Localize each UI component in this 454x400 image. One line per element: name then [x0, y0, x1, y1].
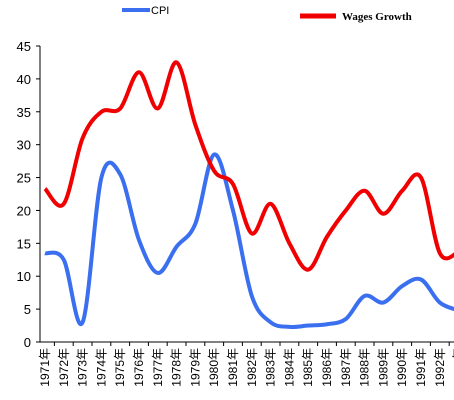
x-tick-label: 1983年: [264, 348, 278, 387]
x-tick-label: 1975年: [113, 348, 127, 387]
y-tick-label: 35: [17, 105, 31, 120]
y-tick-label: 20: [17, 203, 31, 218]
x-tick-label: 1986年: [320, 348, 334, 387]
legend-label: CPI: [151, 5, 169, 17]
y-tick-label: 0: [24, 335, 31, 350]
x-tick-label: 1981年: [226, 348, 240, 387]
x-tick-label: 1985年: [301, 348, 315, 387]
x-tick-label: 1973年: [76, 348, 90, 387]
y-tick-label: 25: [17, 171, 31, 186]
x-tick-label: 1979年: [188, 348, 202, 387]
x-tick-label: 1974年: [94, 348, 108, 387]
y-tick-label: 45: [17, 39, 31, 54]
x-tick-label: 1989年: [376, 348, 390, 387]
line: [44, 152, 454, 329]
x-tick-label: 1990年: [395, 348, 409, 387]
x-tick-label: 1992年: [433, 348, 447, 387]
x-tick-label: 1978年: [170, 348, 184, 387]
x-tick-label: 1984年: [282, 348, 296, 387]
x-tick-label: 1987年: [339, 348, 353, 387]
x-tick-label: 1991年: [414, 348, 428, 387]
y-tick-label: 30: [17, 138, 31, 153]
x-tick-label: 1993年: [452, 348, 454, 387]
x-tick-label: 1972年: [57, 348, 71, 387]
x-tick-label: 1980年: [207, 348, 221, 387]
y-tick-label: 5: [24, 302, 31, 317]
legend-label: Wages Growth: [342, 11, 412, 23]
x-tick-label: 1971年: [38, 348, 52, 387]
x-tick-label: 1976年: [132, 348, 146, 387]
line: [43, 60, 454, 272]
y-tick-label: 40: [17, 72, 31, 87]
x-tick-label: 1988年: [358, 348, 372, 387]
y-tick-label: 10: [17, 269, 31, 284]
x-tick-label: 1982年: [245, 348, 259, 387]
y-tick-label: 15: [17, 236, 31, 251]
x-tick-label: 1977年: [151, 348, 165, 387]
